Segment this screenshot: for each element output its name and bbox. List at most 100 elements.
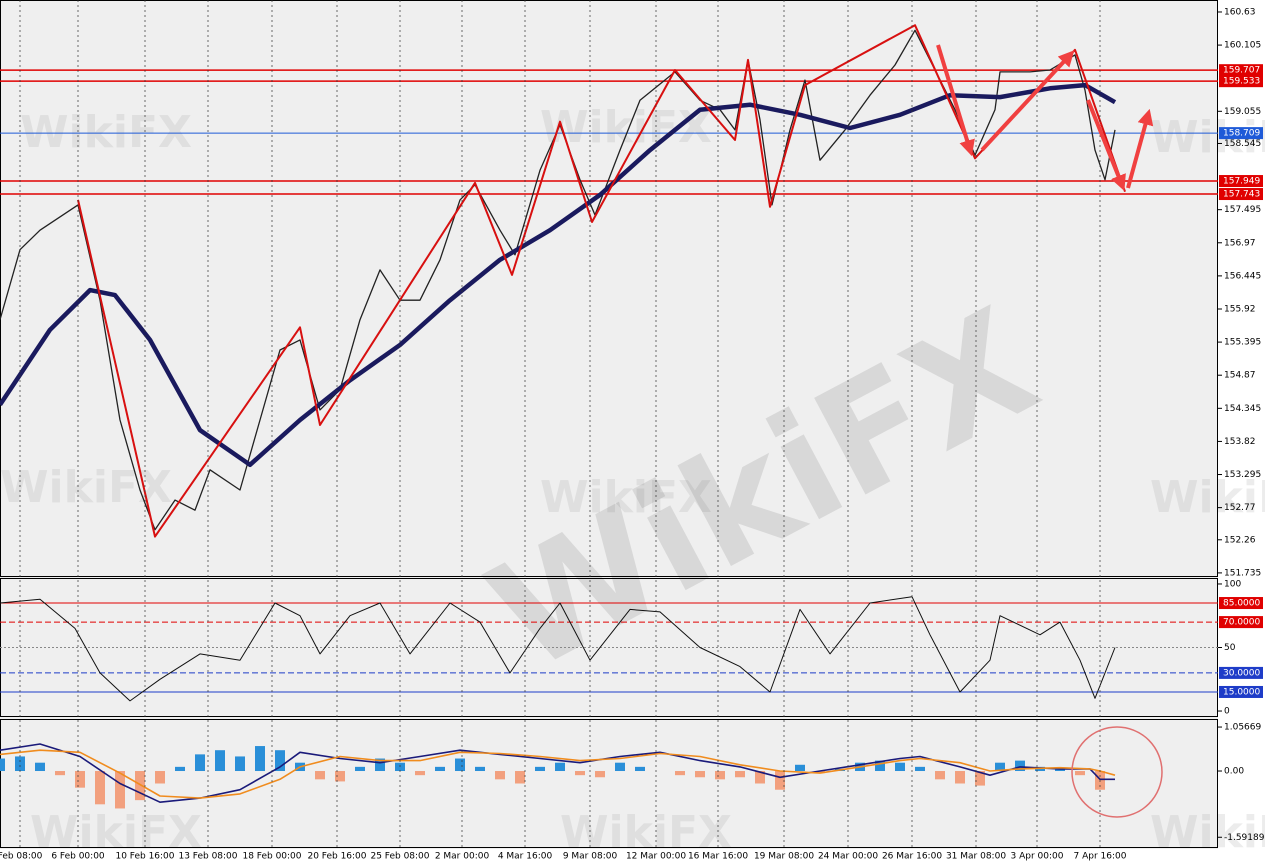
histogram-bar [1015, 760, 1025, 772]
highlight-circle [1071, 726, 1163, 818]
level-label: 159.533 [1223, 77, 1260, 87]
histogram-bar [35, 762, 45, 772]
histogram-bar [255, 746, 265, 772]
y-tick-label: 154.87 [1224, 371, 1256, 381]
x-tick-label: 6 Feb 00:00 [51, 852, 105, 862]
x-tick-label: 18 Feb 00:00 [242, 852, 301, 862]
y-tick-label: 50 [1224, 643, 1236, 653]
x-tick-label: 4 Mar 16:00 [498, 852, 553, 862]
histogram-bar [695, 771, 705, 778]
y-tick-label: 160.63 [1224, 7, 1256, 17]
y-tick-label: 153.82 [1224, 437, 1256, 447]
histogram-bar [475, 766, 485, 772]
level-label-box [1219, 75, 1263, 88]
watermark: WikiFX [20, 107, 192, 158]
histogram-bar [775, 771, 785, 790]
arrow [936, 44, 975, 157]
level-label: 70.0000 [1223, 618, 1260, 628]
histogram-bar [435, 766, 445, 772]
x-tick-label: 19 Mar 08:00 [754, 852, 814, 862]
level-label-box [1219, 597, 1263, 610]
y-tick-label: 155.395 [1224, 338, 1261, 348]
series-line [0, 749, 1116, 799]
histogram-bar [675, 771, 685, 776]
histogram-bar [335, 771, 345, 782]
histogram-bar [535, 766, 545, 772]
arrow [1126, 108, 1154, 189]
x-tick-label: 16 Mar 16:00 [688, 852, 748, 862]
histogram-bar [175, 766, 185, 772]
histogram-bar [555, 762, 565, 772]
y-tick-label: 157.495 [1224, 205, 1261, 215]
level-label: 30.0000 [1223, 668, 1260, 678]
histogram-bar [275, 750, 285, 772]
x-tick-label: 12 Mar 00:00 [626, 852, 686, 862]
histogram-bar [795, 764, 805, 772]
panel-frame [0, 719, 1218, 848]
watermark: WikiFX [560, 807, 732, 858]
y-tick-label: 152.77 [1224, 503, 1256, 513]
histogram-bar [75, 771, 85, 788]
histogram-bar [55, 771, 65, 776]
level-label-box [1219, 685, 1263, 698]
x-tick-label: 2 Mar 00:00 [435, 852, 490, 862]
histogram-bar [975, 771, 985, 786]
y-tick-label: 151.735 [1224, 568, 1261, 578]
level-label: 159.707 [1223, 66, 1260, 76]
histogram-bar [595, 771, 605, 778]
arrow [980, 50, 1075, 152]
y-tick-label: 160.105 [1224, 41, 1261, 51]
y-tick-label: 158.545 [1224, 139, 1261, 149]
x-tick-label: 20 Feb 16:00 [307, 852, 366, 862]
histogram-bar [215, 750, 225, 772]
level-label-box [1219, 188, 1263, 201]
watermark: WikiFX [1150, 472, 1265, 523]
y-tick-label: 1.05669 [1224, 723, 1261, 733]
x-tick-label: 3 Apr 00:00 [1011, 852, 1064, 862]
level-label-box [1219, 127, 1263, 140]
histogram-bar [895, 762, 905, 772]
y-tick-label: 154.345 [1224, 404, 1261, 414]
watermark: WikiFX [30, 807, 202, 858]
y-tick-label: 155.92 [1224, 304, 1256, 314]
histogram-bar [995, 762, 1005, 772]
histogram-bar [195, 754, 205, 772]
histogram-bar [755, 771, 765, 784]
histogram-bar [815, 771, 825, 774]
histogram-bar [315, 771, 325, 780]
histogram-bar [1075, 771, 1085, 776]
x-tick-label: 24 Mar 00:00 [818, 852, 878, 862]
histogram-bar [495, 771, 505, 780]
x-tick-label: 25 Feb 08:00 [370, 852, 429, 862]
histogram-bar [15, 756, 25, 772]
histogram-bar [355, 766, 365, 772]
histogram-bar [415, 771, 425, 776]
y-tick-label: 159.055 [1224, 107, 1261, 117]
level-label: 158.709 [1223, 129, 1260, 139]
y-tick-label: 156.97 [1224, 238, 1256, 248]
histogram-bar [875, 760, 885, 772]
y-tick-label: 0.00 [1224, 767, 1244, 777]
x-tick-label: 7 Apr 16:00 [1074, 852, 1127, 862]
level-label: 85.0000 [1223, 599, 1260, 609]
x-tick-label: 9 Mar 08:00 [563, 852, 618, 862]
x-tick-label: Feb 08:00 [0, 852, 43, 862]
level-label-box [1219, 175, 1263, 188]
histogram-bar [135, 771, 145, 801]
y-tick-label: 156.445 [1224, 271, 1261, 281]
histogram-bar [575, 771, 585, 776]
histogram-bar [715, 771, 725, 780]
histogram-bar [955, 771, 965, 784]
y-tick-label: 100 [1224, 579, 1241, 589]
histogram-bar [375, 758, 385, 772]
x-tick-label: 26 Mar 16:00 [882, 852, 942, 862]
watermark: WikiFX [1150, 807, 1265, 858]
histogram-bar [915, 766, 925, 772]
series-line [0, 82, 1117, 468]
watermark: WikiFX [540, 102, 712, 153]
level-label: 157.743 [1223, 190, 1260, 200]
y-tick-label: 152.26 [1224, 535, 1256, 545]
